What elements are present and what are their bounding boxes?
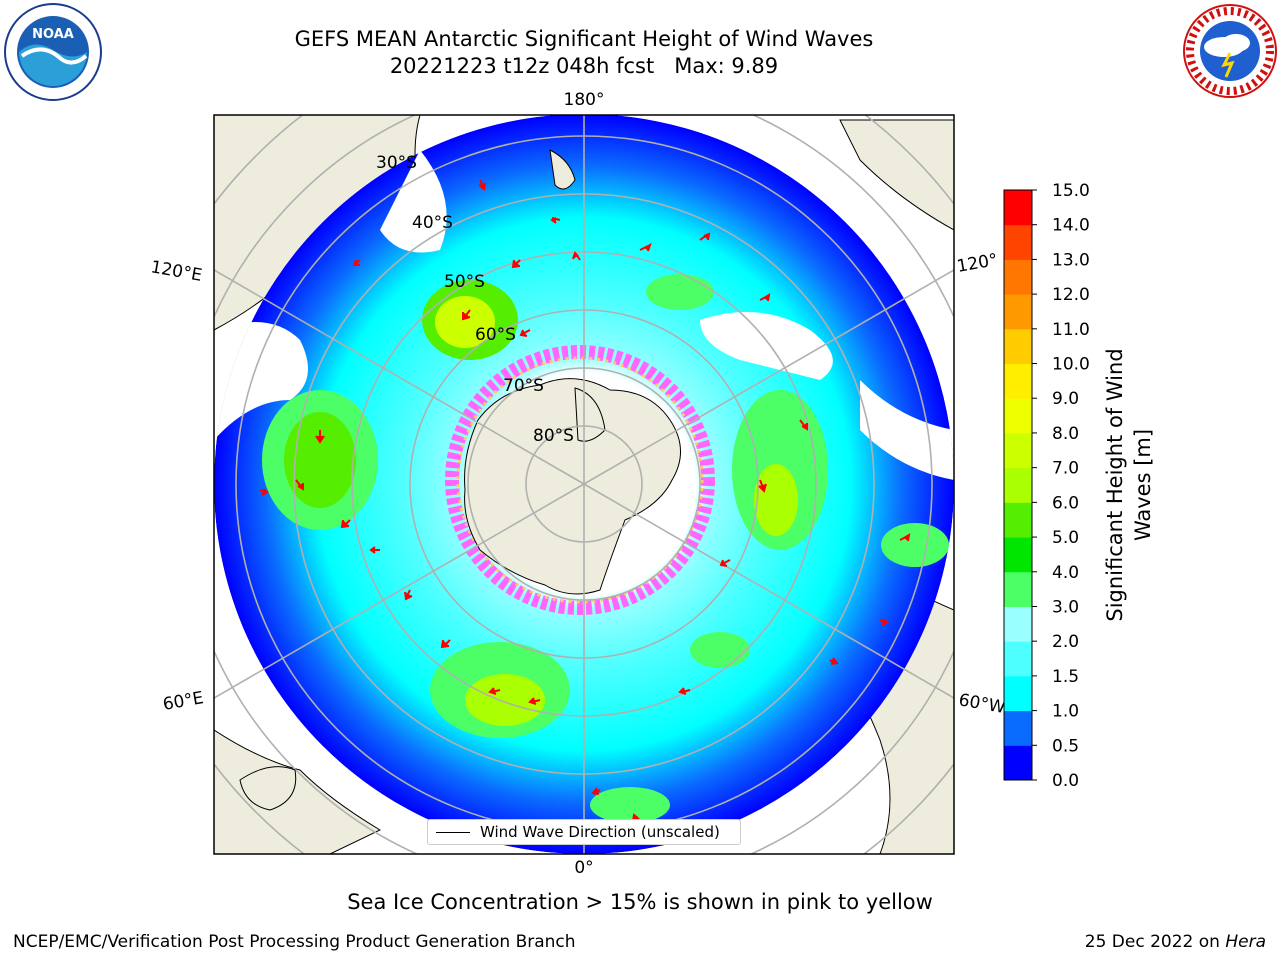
footer-host: Hera bbox=[1225, 932, 1266, 952]
title-line-2: 20221223 t12z 048h fcst Max: 9.89 bbox=[389, 54, 779, 78]
sea-ice-ring bbox=[445, 345, 715, 615]
legend-line-sample bbox=[436, 831, 470, 833]
colorbar-tick-label: 1.5 bbox=[1052, 667, 1079, 687]
colorbar-tick-label: 11.0 bbox=[1052, 320, 1090, 340]
colorbar-segment bbox=[1004, 259, 1032, 295]
lat-label-70s: 70°S bbox=[503, 376, 544, 396]
colorbar-tick-label: 0.0 bbox=[1052, 771, 1079, 791]
lon-label-lower-left: 60°E bbox=[161, 688, 205, 715]
colorbar-segment bbox=[1004, 398, 1032, 434]
colorbar: 0.0 0.5 1.0 1.5 2.0 3.0 4.0 5.0 6.0 7.0 8.0 9.0 10.0… bbox=[1003, 181, 1090, 791]
colorbar-frame bbox=[1003, 189, 1033, 781]
legend-label: Wind Wave Direction (unscaled) bbox=[480, 823, 720, 841]
colorbar-tick-label: 7.0 bbox=[1052, 459, 1079, 479]
colorbar-segment bbox=[1004, 537, 1032, 573]
colorbar-tick-label: 8.0 bbox=[1052, 424, 1079, 444]
lat-label-60s: 60°S bbox=[475, 325, 516, 345]
colorbar-label-line-1: Significant Height of Wind bbox=[1103, 348, 1127, 621]
lon-label-upper-right: 120° bbox=[955, 250, 999, 277]
footer-branch: NCEP/EMC/Verification Post Processing Pr… bbox=[13, 932, 576, 952]
colorbar-segment bbox=[1004, 224, 1032, 260]
colorbar-segment bbox=[1004, 363, 1032, 399]
colorbar-tick-label: 0.5 bbox=[1052, 736, 1079, 756]
map-frame bbox=[213, 114, 955, 855]
lon-label-upper-left: 120°E bbox=[149, 257, 203, 286]
lat-label-80s: 80°S bbox=[533, 426, 574, 446]
colorbar-tick-label: 12.0 bbox=[1052, 285, 1090, 305]
colorbar-segment bbox=[1004, 432, 1032, 469]
lon-label-top: 180° bbox=[564, 90, 605, 110]
colorbar-segment bbox=[1004, 571, 1032, 607]
colorbar-segment bbox=[1004, 710, 1032, 746]
colorbar-tick-label: 13.0 bbox=[1052, 250, 1090, 270]
colorbar-tick-label: 14.0 bbox=[1052, 216, 1090, 236]
colorbar-label-line-2: Waves [m] bbox=[1131, 429, 1155, 541]
colorbar-tick-label: 6.0 bbox=[1052, 493, 1079, 513]
nws-logo bbox=[1183, 4, 1277, 98]
noaa-logo: NOAA bbox=[4, 3, 102, 101]
colorbar-tick-label: 2.0 bbox=[1052, 632, 1079, 652]
colorbar-segment bbox=[1004, 467, 1032, 503]
colorbar-tick-label: 1.0 bbox=[1052, 702, 1079, 722]
colorbar-segment bbox=[1004, 641, 1032, 677]
colorbar-segment bbox=[1004, 328, 1032, 365]
colorbar-tick-label: 4.0 bbox=[1052, 563, 1079, 583]
wind-wave-arrows bbox=[259, 179, 911, 822]
footer-date-text: 25 Dec 2022 on bbox=[1084, 932, 1226, 952]
sea-ice-caption: Sea Ice Concentration > 15% is shown in … bbox=[347, 890, 933, 914]
colorbar-segment bbox=[1004, 502, 1032, 538]
colorbar-tick-label: 3.0 bbox=[1052, 597, 1079, 617]
lat-label-30s: 30°S bbox=[376, 153, 417, 173]
lon-label-lower-right: 60°W bbox=[957, 690, 1007, 718]
antarctica bbox=[464, 378, 681, 595]
lat-label-40s: 40°S bbox=[412, 213, 453, 233]
lon-label-bottom: 0° bbox=[574, 858, 593, 878]
colorbar-segment bbox=[1004, 190, 1032, 226]
colorbar-tick-label: 15.0 bbox=[1052, 181, 1090, 201]
title-line-1: GEFS MEAN Antarctic Significant Height o… bbox=[294, 27, 874, 51]
footer-date: 25 Dec 2022 on Hera bbox=[1085, 932, 1266, 952]
colorbar-segment bbox=[1004, 606, 1032, 642]
colorbar-tick-label: 10.0 bbox=[1052, 355, 1090, 375]
colorbar-tick-label: 9.0 bbox=[1052, 389, 1079, 409]
madagascar-island bbox=[239, 766, 297, 811]
legend: Wind Wave Direction (unscaled) bbox=[427, 819, 741, 845]
colorbar-segment bbox=[1004, 745, 1032, 781]
colorbar-tick-label: 5.0 bbox=[1052, 528, 1079, 548]
lat-label-50s: 50°S bbox=[444, 272, 485, 292]
new-zealand-island bbox=[549, 149, 576, 190]
svg-text:NOAA: NOAA bbox=[32, 27, 74, 42]
colorbar-segment bbox=[1004, 294, 1032, 330]
colorbar-segment bbox=[1004, 675, 1032, 712]
